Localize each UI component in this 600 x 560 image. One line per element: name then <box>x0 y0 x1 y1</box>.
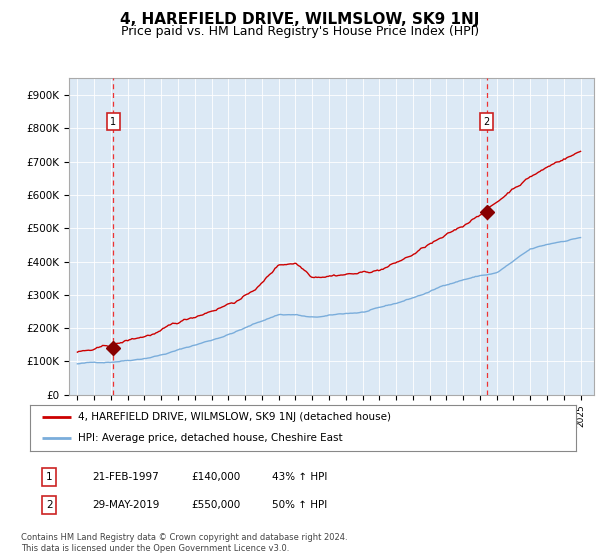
Text: 4, HAREFIELD DRIVE, WILMSLOW, SK9 1NJ (detached house): 4, HAREFIELD DRIVE, WILMSLOW, SK9 1NJ (d… <box>78 412 391 422</box>
Text: 1: 1 <box>110 116 116 127</box>
Text: £550,000: £550,000 <box>191 500 241 510</box>
Text: 2: 2 <box>484 116 490 127</box>
Text: Contains HM Land Registry data © Crown copyright and database right 2024.
This d: Contains HM Land Registry data © Crown c… <box>21 533 347 553</box>
Text: 21-FEB-1997: 21-FEB-1997 <box>92 472 159 482</box>
Text: Price paid vs. HM Land Registry's House Price Index (HPI): Price paid vs. HM Land Registry's House … <box>121 25 479 38</box>
Text: £140,000: £140,000 <box>191 472 241 482</box>
Text: 50% ↑ HPI: 50% ↑ HPI <box>272 500 328 510</box>
Text: 29-MAY-2019: 29-MAY-2019 <box>92 500 160 510</box>
Text: HPI: Average price, detached house, Cheshire East: HPI: Average price, detached house, Ches… <box>78 433 343 443</box>
Text: 1: 1 <box>46 472 53 482</box>
Text: 2: 2 <box>46 500 53 510</box>
Text: 4, HAREFIELD DRIVE, WILMSLOW, SK9 1NJ: 4, HAREFIELD DRIVE, WILMSLOW, SK9 1NJ <box>121 12 479 27</box>
Text: 43% ↑ HPI: 43% ↑ HPI <box>272 472 328 482</box>
